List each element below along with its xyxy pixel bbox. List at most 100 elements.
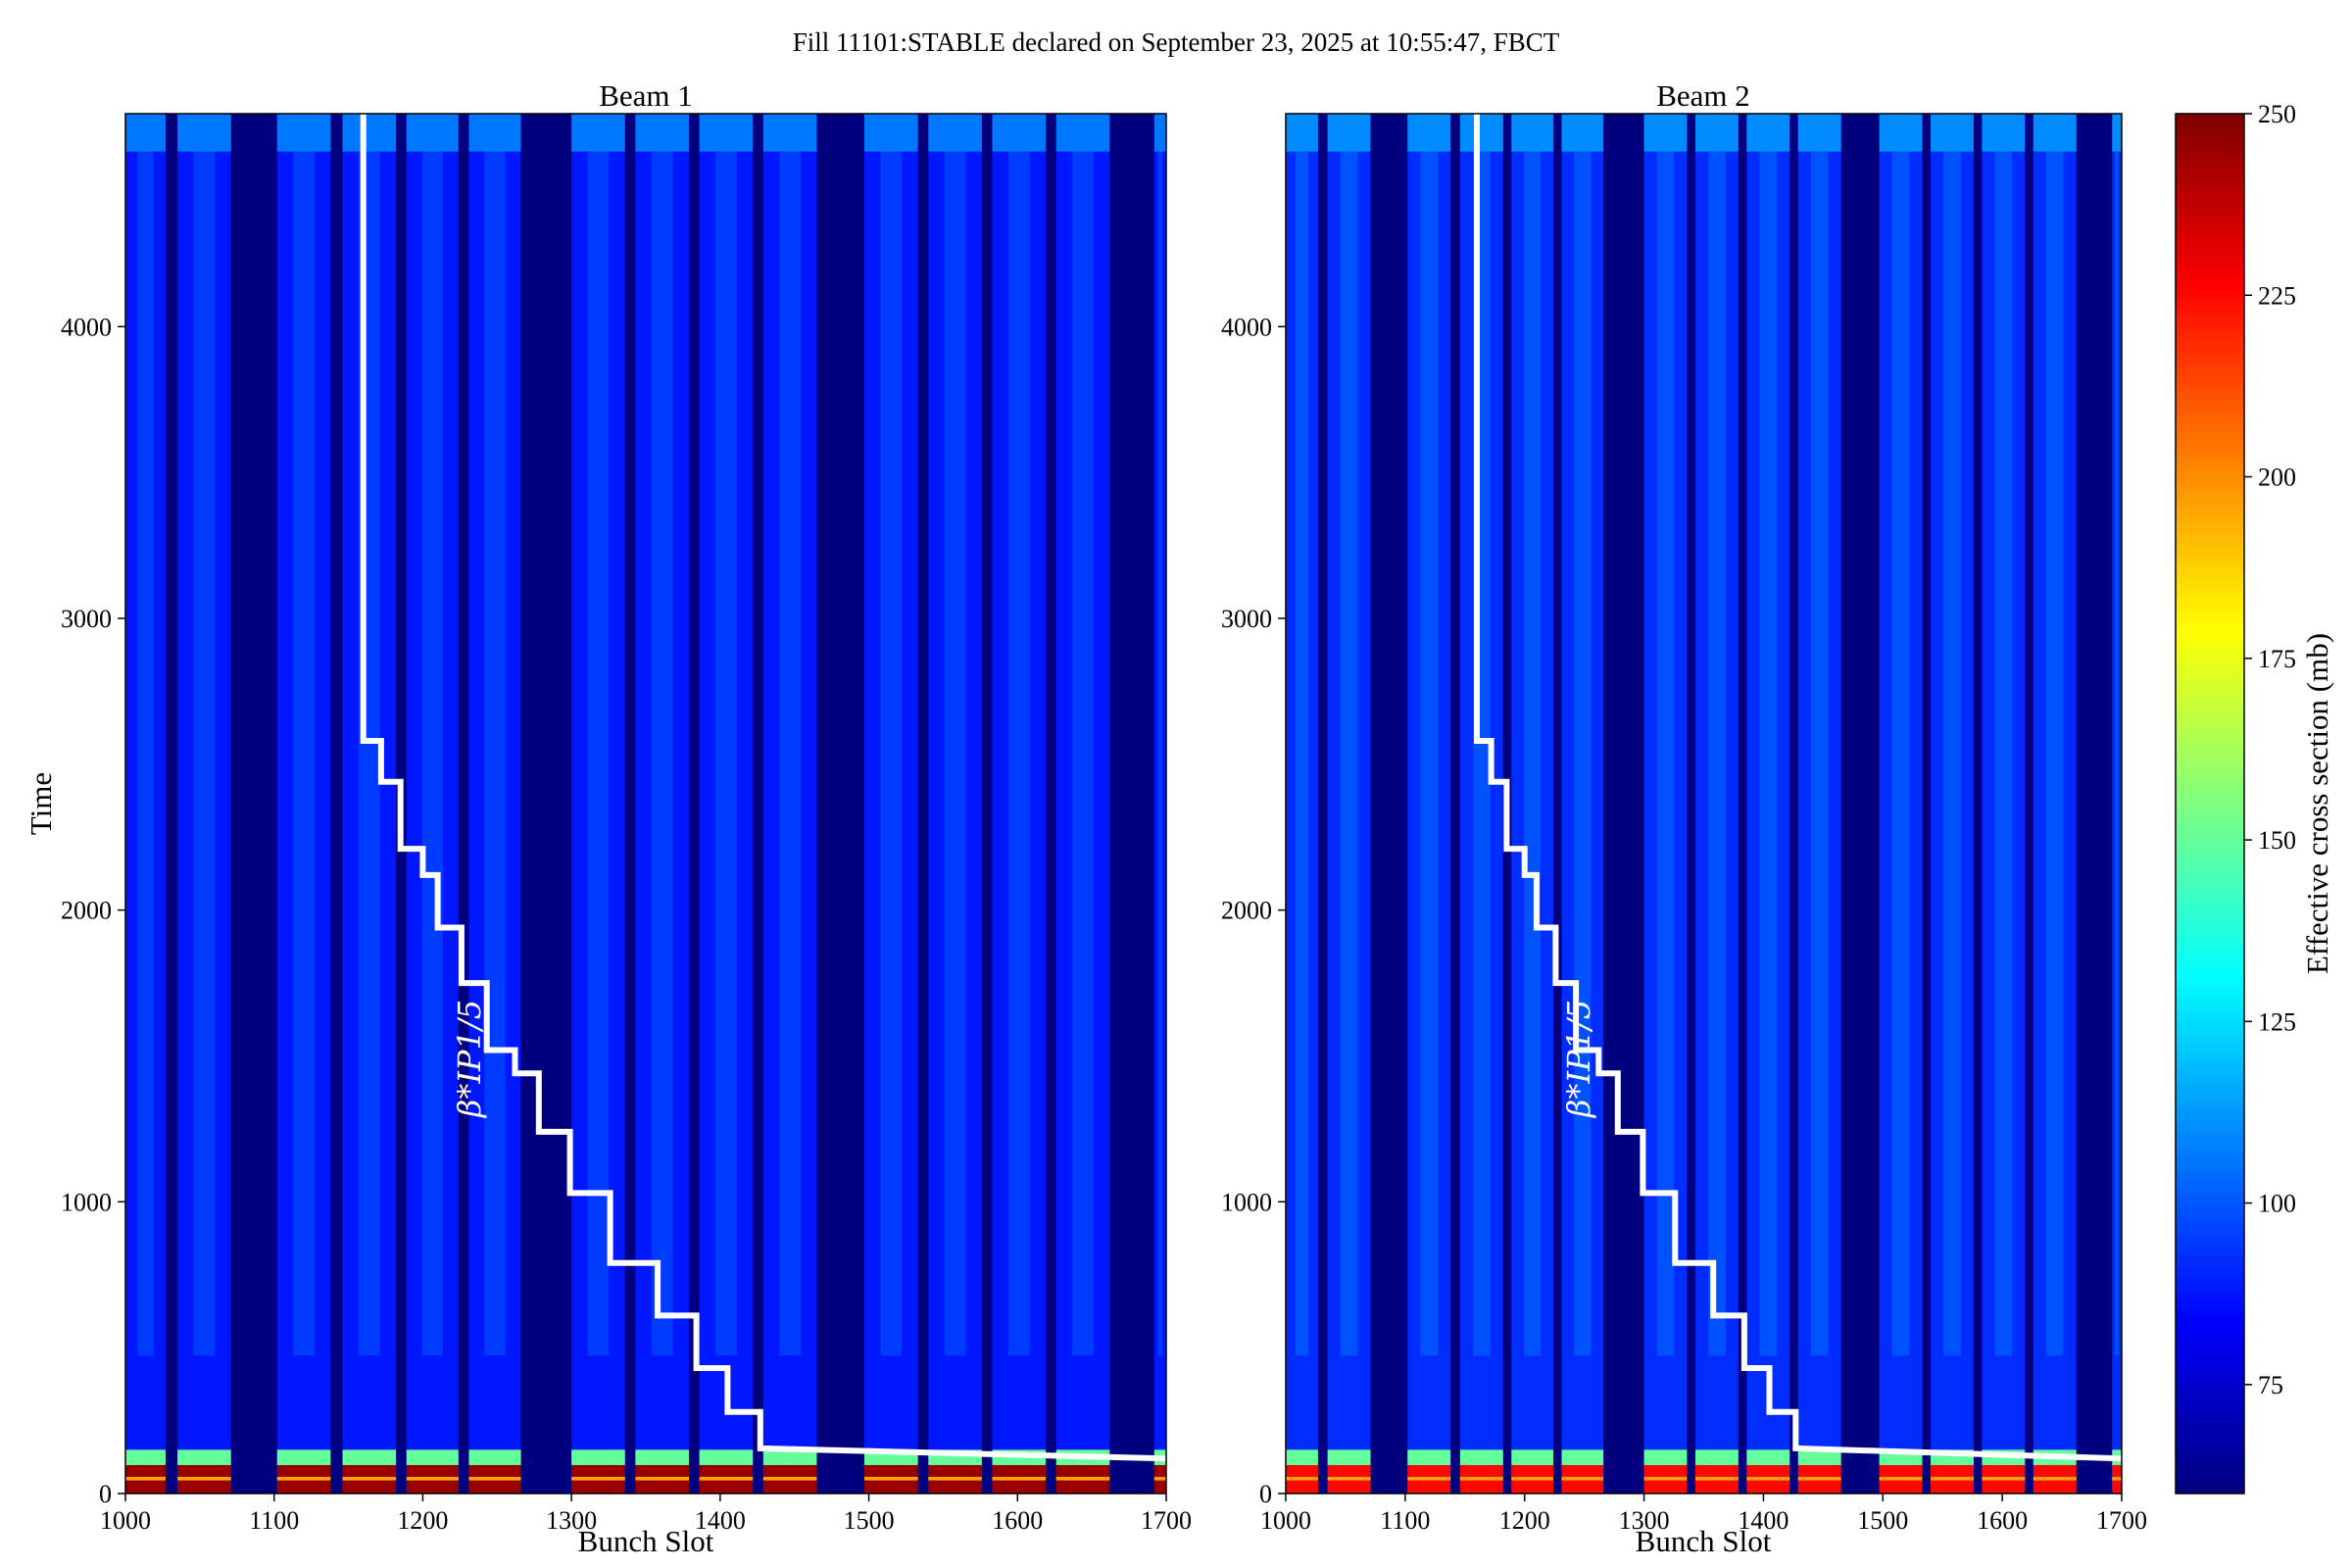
bunch-train-center-band [1524, 114, 1542, 1356]
bunch-train-stripe [276, 1477, 331, 1481]
bunch-train-stripe [342, 1477, 397, 1481]
beam1-heatmap [125, 114, 1166, 1494]
bunch-train-late-band [1327, 114, 1371, 152]
x-tick-label: 1400 [1738, 1506, 1788, 1535]
bunch-train-late-band [1694, 114, 1739, 152]
bunch-train-center-band [651, 114, 673, 1356]
bunch-train-late-band [571, 114, 625, 152]
bunch-train-stripe [1327, 1477, 1371, 1481]
colorbar-tick-label: 125 [2258, 1007, 2296, 1036]
bunch-train-late-band [1746, 114, 1790, 152]
bunch-train-late-band [1407, 114, 1451, 152]
bunch-train-transition-band [342, 1449, 397, 1465]
bunch-train-center-band [137, 114, 154, 1356]
bunch-train-transition-band [571, 1449, 625, 1465]
figure-suptitle: Fill 11101:STABLE declared on September … [793, 27, 1560, 57]
bunch-train-stripe [1459, 1477, 1503, 1481]
bunch-train-center-band [779, 114, 802, 1356]
beam1-title: Beam 1 [599, 78, 693, 113]
bunch-train-center-band [715, 114, 737, 1356]
bunch-train-late-band [1561, 114, 1604, 152]
colorbar-tick-label: 225 [2258, 281, 2296, 310]
beam1-beta-star-annotation: β*IP1/5 [451, 1000, 488, 1118]
colorbar-tick-label: 250 [2258, 100, 2296, 128]
bunch-train-center-band [1759, 114, 1778, 1356]
bunch-train-late-band [177, 114, 231, 152]
beam1-y-axis-label: Time [24, 772, 58, 835]
colorbar-gradient [2175, 113, 2245, 1494]
x-tick-label: 1000 [1260, 1506, 1311, 1535]
bunch-train-late-band [1153, 114, 1166, 152]
bunch-train-late-band [699, 114, 754, 152]
bunch-train-center-band [587, 114, 610, 1356]
bunch-train-transition-band [1797, 1449, 1841, 1465]
colorbar-tick-label: 150 [2258, 826, 2296, 855]
bunch-train-center-band [1007, 114, 1030, 1356]
bunch-train-late-band [276, 114, 331, 152]
x-tick-label: 1600 [992, 1506, 1043, 1535]
bunch-train-late-band [125, 114, 166, 152]
y-tick-label: 1000 [61, 1188, 112, 1216]
beam1-beta-star-line [360, 114, 1167, 1462]
bunch-train-stripe [1286, 1477, 1318, 1481]
bunch-train-late-band [1797, 114, 1841, 152]
x-tick-label: 1700 [1141, 1506, 1192, 1535]
bunch-train-center-band [293, 114, 315, 1356]
bunch-train-late-band [1982, 114, 2026, 152]
y-tick-label: 3000 [1221, 605, 1272, 633]
beta-star-staircase [1474, 114, 2123, 1462]
beam1-panel: 1000 1100 1200 1300 1400 1500 1600 1700 0100020… [24, 78, 1192, 1558]
bunch-train-late-band [992, 114, 1047, 152]
x-tick-label: 1100 [1380, 1506, 1430, 1535]
bunch-train-stripe [1511, 1477, 1553, 1481]
x-tick-label: 1300 [1619, 1506, 1670, 1535]
colorbar-tick-label: 100 [2258, 1190, 2296, 1218]
bunch-train-transition-band [468, 1449, 521, 1465]
bunch-train-transition-band [699, 1449, 754, 1465]
bunch-train-stripe [125, 1477, 166, 1481]
bunch-train-stripe [406, 1477, 459, 1481]
bunch-train-late-band [864, 114, 918, 152]
bunch-train-transition-band [1561, 1449, 1604, 1465]
beam1-plot-frame [124, 113, 1167, 1494]
bunch-train-stripe [571, 1477, 625, 1481]
y-tick-label: 4000 [61, 313, 112, 341]
bunch-train-center-band [1295, 114, 1309, 1356]
bunch-train-center-band [421, 114, 443, 1356]
x-tick-label: 1000 [100, 1506, 151, 1535]
bunch-train-stripe [635, 1477, 689, 1481]
bunch-train-transition-band [1327, 1449, 1371, 1465]
bunch-train-late-band [1511, 114, 1553, 152]
bunch-train-transition-band [125, 1449, 166, 1465]
y-tick-label: 1000 [1221, 1188, 1272, 1216]
bunch-train-late-band [1879, 114, 1923, 152]
bunch-train-center-band [193, 114, 216, 1356]
beam2-panel: 1000 1100 1200 1300 1400 1500 1600 1700 0100020… [1221, 78, 2147, 1558]
bunch-train-transition-band [1746, 1449, 1790, 1465]
bunch-train-stripe [1694, 1477, 1739, 1481]
bunch-train-late-band [2112, 114, 2122, 152]
bunch-train-late-band [2033, 114, 2077, 152]
bunch-train-center-band [1708, 114, 1726, 1356]
x-tick-label: 1500 [844, 1506, 895, 1535]
bunch-train-late-band [635, 114, 689, 152]
bunch-train-late-band [1643, 114, 1688, 152]
beam2-x-axis: 1000 1100 1200 1300 1400 1500 1600 1700 [1260, 1494, 2147, 1535]
bunch-train-transition-band [635, 1449, 689, 1465]
bunch-train-stripe [699, 1477, 754, 1481]
beam2-x-axis-label: Bunch Slot [1636, 1524, 1772, 1558]
beam2-beta-star-line [1474, 114, 2123, 1462]
x-tick-label: 1300 [546, 1506, 597, 1535]
bunch-train-stripe [177, 1477, 231, 1481]
bunch-train-late-band [1459, 114, 1503, 152]
x-tick-label: 1500 [1857, 1506, 1908, 1535]
bunch-train-center-band [1810, 114, 1829, 1356]
beam1-y-axis: 0 1000 2000 3000 4000 [61, 313, 125, 1508]
bunch-train-center-band [1943, 114, 1961, 1356]
bunch-train-stripe [864, 1477, 918, 1481]
beta-star-staircase [360, 114, 1167, 1462]
colorbar-tick-label: 75 [2258, 1371, 2283, 1399]
beam2-title: Beam 2 [1656, 78, 1750, 113]
